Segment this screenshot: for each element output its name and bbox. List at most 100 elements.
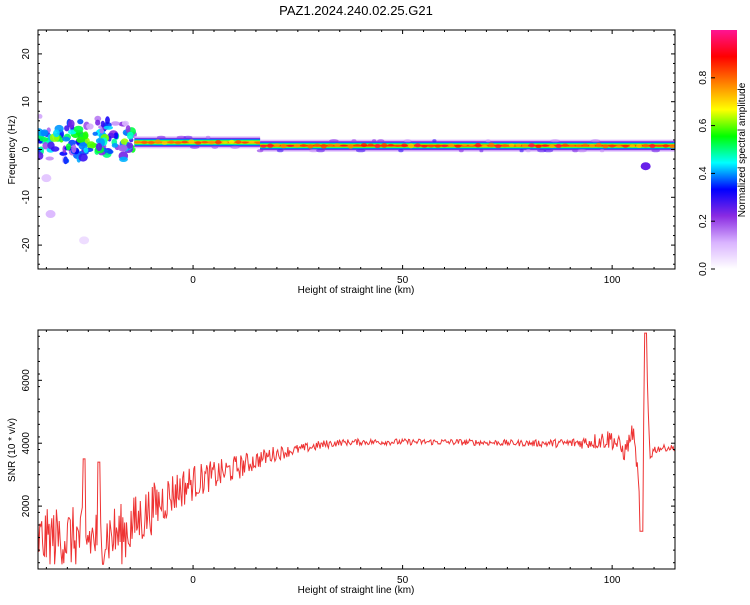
ridge-texture: [361, 143, 367, 148]
spectral-blob: [118, 144, 128, 152]
x-tick-label: 100: [604, 275, 621, 286]
ridge-texture: [148, 140, 155, 145]
ridge-texture: [508, 143, 515, 147]
ridge-halo: [599, 149, 605, 153]
spectral-blob: [53, 129, 60, 138]
spectral-blob: [76, 136, 86, 143]
colorbar-ticks: 0.0 0.2 0.4 0.6 0.8: [698, 70, 715, 276]
y-tick-label: -10: [21, 190, 32, 205]
ridge-texture: [327, 143, 334, 147]
x-tick-label: 0: [190, 275, 196, 286]
ridge-texture: [307, 144, 314, 149]
spectral-blob: [50, 146, 60, 152]
ridge-texture: [488, 142, 495, 148]
spectral-blob: [126, 131, 134, 140]
ridge-halo: [398, 149, 404, 153]
ridge-halo: [479, 149, 484, 153]
ridge-halo: [537, 149, 547, 153]
ridge-texture: [642, 143, 649, 148]
spectral-blob: [99, 128, 105, 134]
ridge-texture: [622, 144, 629, 148]
ridge-halo: [156, 135, 166, 139]
snr-line-layer: [38, 332, 675, 565]
ridge-texture: [300, 144, 307, 147]
ridge-texture: [589, 144, 595, 148]
spectral-blob: [111, 121, 120, 126]
spectral-blob: [86, 123, 94, 130]
ridge-texture: [320, 143, 327, 149]
isolated-blob: [79, 236, 90, 245]
ridge-texture: [248, 140, 255, 144]
y-tick-label: 20: [21, 48, 32, 60]
spectrogram-ylabel: Frequency (Hz): [7, 116, 18, 185]
ridge-texture: [461, 143, 468, 147]
spectral-blob: [106, 149, 114, 154]
spectral-blob: [95, 119, 101, 126]
ridge-texture: [535, 144, 542, 149]
spectral-blob: [73, 125, 84, 133]
ridge-halo: [590, 139, 601, 143]
ridge-texture: [255, 141, 262, 145]
ridge-texture: [414, 143, 421, 148]
ridge-texture: [181, 140, 188, 144]
ridge-texture: [161, 141, 168, 145]
ridge-texture: [481, 144, 488, 148]
colorbar-tick-label: 0.8: [698, 70, 709, 84]
spectral-blob: [64, 125, 70, 132]
ridge-texture: [401, 143, 408, 148]
ridge-texture: [340, 144, 347, 147]
spectral-ridge: [256, 139, 675, 153]
ridge-texture: [629, 144, 636, 148]
spectral-blob: [78, 153, 88, 162]
ridge-halo: [572, 149, 579, 153]
ridge-halo: [519, 149, 524, 153]
ridge-texture: [141, 140, 148, 145]
x-tick-label: 100: [604, 575, 621, 586]
ridge-texture: [454, 144, 461, 148]
spectral-blob: [68, 119, 75, 129]
spectral-blob: [39, 137, 49, 142]
ridge-halo: [351, 139, 357, 143]
ridge-halo: [316, 149, 325, 153]
spectral-blob: [103, 125, 114, 130]
ridge-halo: [183, 135, 193, 139]
ridge-texture: [235, 140, 242, 144]
y-tick-label: 6000: [21, 369, 32, 392]
snr-panel: 0 50 100 2000 4000 6000 Height of straight li…: [7, 329, 676, 596]
ridge-halo: [329, 139, 339, 143]
x-tick-label: 50: [397, 275, 409, 286]
spectral-blob: [126, 142, 134, 149]
ridge-texture: [294, 143, 300, 148]
spectral-ridge: [134, 135, 262, 149]
ridge-texture: [188, 139, 195, 145]
ridge-texture: [215, 139, 222, 145]
spectral-blob: [125, 125, 131, 133]
ridge-texture: [334, 143, 341, 147]
ridge-halo: [372, 139, 377, 143]
ridge-texture: [421, 145, 428, 148]
ridge-texture: [228, 139, 235, 144]
ridge-texture: [175, 141, 181, 145]
spectral-blob: [42, 142, 49, 150]
ridge-halo: [190, 145, 200, 149]
ridge-texture: [387, 143, 394, 147]
ridge-texture: [662, 144, 669, 148]
x-tick-label: 0: [190, 575, 196, 586]
spectral-blob: [120, 138, 129, 145]
ridge-texture: [408, 143, 414, 149]
ridge-halo: [403, 139, 412, 143]
spectral-blob: [95, 142, 103, 152]
isolated-blob: [41, 174, 52, 183]
ridge-texture: [434, 144, 441, 148]
ridge-texture: [495, 144, 502, 149]
ridge-texture: [636, 144, 642, 148]
spectral-blob: [119, 156, 128, 162]
ridge-texture: [609, 144, 616, 148]
ridge-halo: [211, 145, 219, 149]
ridge-texture: [542, 144, 549, 147]
ridge-texture: [354, 144, 361, 147]
ridge-texture: [669, 144, 675, 149]
spectral-blob: [83, 147, 89, 153]
